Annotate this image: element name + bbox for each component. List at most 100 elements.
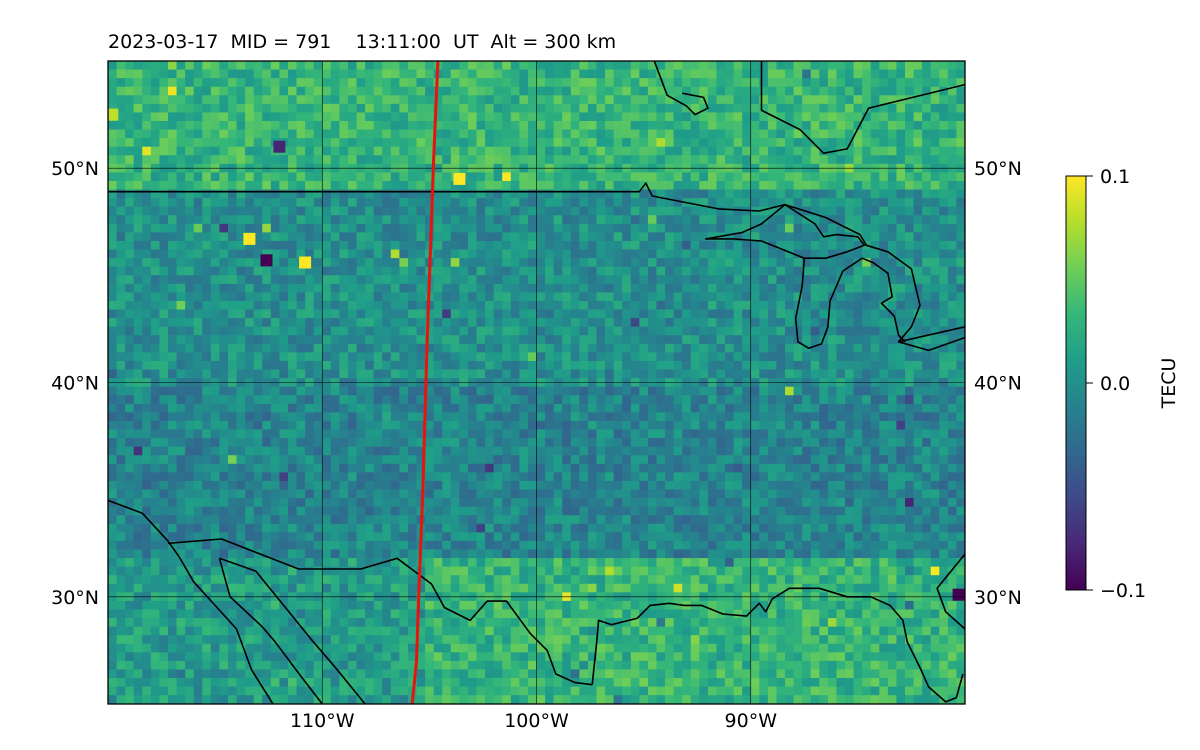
heatmap-cell: [562, 343, 572, 353]
heatmap-cell: [485, 455, 495, 465]
heatmap-cell: [176, 455, 186, 465]
heatmap-cell: [579, 480, 589, 490]
heatmap-cell: [476, 95, 486, 105]
heatmap-cell: [125, 318, 135, 328]
heatmap-cell: [699, 155, 709, 165]
heatmap-cell: [330, 206, 340, 216]
heatmap-cell: [707, 78, 717, 88]
heatmap-cell: [750, 129, 760, 139]
heatmap-cell: [493, 292, 503, 302]
heatmap-cell: [270, 360, 280, 370]
heatmap-cell: [913, 78, 923, 88]
heatmap-cell: [922, 146, 932, 156]
heatmap-cell: [570, 189, 580, 199]
heatmap-cell: [476, 352, 486, 362]
heatmap-cell: [510, 232, 520, 242]
heatmap-cell: [116, 412, 126, 422]
heatmap-cell: [167, 215, 177, 225]
heatmap-cell: [433, 386, 443, 396]
heatmap-cell: [459, 223, 469, 233]
heatmap-cell: [313, 438, 323, 448]
heatmap-cell: [613, 343, 623, 353]
heatmap-cell: [313, 155, 323, 165]
heatmap-cell: [150, 215, 160, 225]
heatmap-cell: [176, 155, 186, 165]
heatmap-cell: [785, 438, 794, 448]
heatmap-cell: [870, 472, 880, 482]
heatmap-cell: [108, 326, 117, 336]
heatmap-cell: [930, 455, 940, 465]
heatmap-cell: [870, 292, 880, 302]
heatmap-cell: [125, 258, 135, 268]
heatmap-cell: [347, 180, 357, 190]
heatmap-cell: [287, 463, 297, 473]
heatmap-cell: [527, 446, 537, 456]
heatmap-cell: [176, 360, 186, 370]
heatmap-cell: [707, 369, 717, 379]
heatmap-cell: [673, 146, 683, 156]
heatmap-cell: [142, 420, 152, 430]
heatmap-cell: [939, 266, 949, 276]
heatmap-cell: [133, 455, 143, 465]
heatmap-cell: [193, 403, 203, 413]
heatmap-cell: [759, 215, 769, 225]
heatmap-cell: [939, 172, 949, 182]
heatmap-cell: [245, 403, 255, 413]
heatmap-cell: [347, 455, 357, 465]
heatmap-cell: [879, 480, 889, 490]
heatmap-cell: [142, 455, 152, 465]
heatmap-cell: [125, 129, 135, 139]
heatmap-cell: [707, 206, 717, 216]
heatmap-cell: [553, 240, 563, 250]
heatmap-cell: [407, 472, 417, 482]
heatmap-cell: [373, 155, 383, 165]
heatmap-cell: [742, 189, 752, 199]
heatmap-cell: [502, 343, 512, 353]
heatmap-cell: [733, 318, 743, 328]
heatmap-cell: [767, 429, 777, 439]
heatmap-cell: [827, 69, 837, 79]
heatmap-cell: [956, 249, 965, 259]
heatmap-cell: [570, 240, 580, 250]
heatmap-cell: [270, 480, 280, 490]
heatmap-cell: [219, 78, 229, 88]
heatmap-cell: [947, 326, 957, 336]
heatmap-cell: [690, 112, 700, 122]
heatmap-cell: [296, 455, 306, 465]
heatmap-cell: [716, 266, 726, 276]
heatmap-cell: [922, 352, 932, 362]
heatmap-cell: [605, 61, 615, 70]
heatmap-cell: [879, 463, 889, 473]
heatmap-cell: [690, 103, 700, 113]
heatmap-cell: [879, 86, 889, 96]
heatmap-cell: [605, 403, 615, 413]
heatmap-cell: [142, 395, 152, 405]
heatmap-cell: [939, 112, 949, 122]
heatmap-cell: [390, 480, 400, 490]
heatmap-cell: [313, 292, 323, 302]
heatmap-cell: [210, 446, 220, 456]
heatmap-cell: [725, 240, 735, 250]
heatmap-cell: [339, 352, 349, 362]
heatmap-cell: [313, 386, 323, 396]
heatmap-cell: [939, 215, 949, 225]
heatmap-cell: [219, 180, 229, 190]
heatmap-cell: [673, 61, 683, 70]
heatmap-cell: [733, 309, 743, 319]
heatmap-cell: [956, 61, 965, 70]
heatmap-cell: [630, 172, 640, 182]
heatmap-cell: [459, 198, 469, 208]
heatmap-cell: [382, 232, 392, 242]
heatmap-cell: [339, 360, 349, 370]
heatmap-cell: [562, 420, 572, 430]
heatmap-cell: [742, 232, 752, 242]
heatmap-cell: [536, 86, 546, 96]
heatmap-cell: [819, 240, 829, 250]
heatmap-cell: [433, 326, 443, 336]
heatmap-cell: [176, 232, 186, 242]
heatmap-cell: [716, 206, 726, 216]
heatmap-cell: [210, 240, 220, 250]
heatmap-cell: [365, 352, 375, 362]
heatmap-cell: [125, 446, 135, 456]
heatmap-cell: [699, 292, 709, 302]
